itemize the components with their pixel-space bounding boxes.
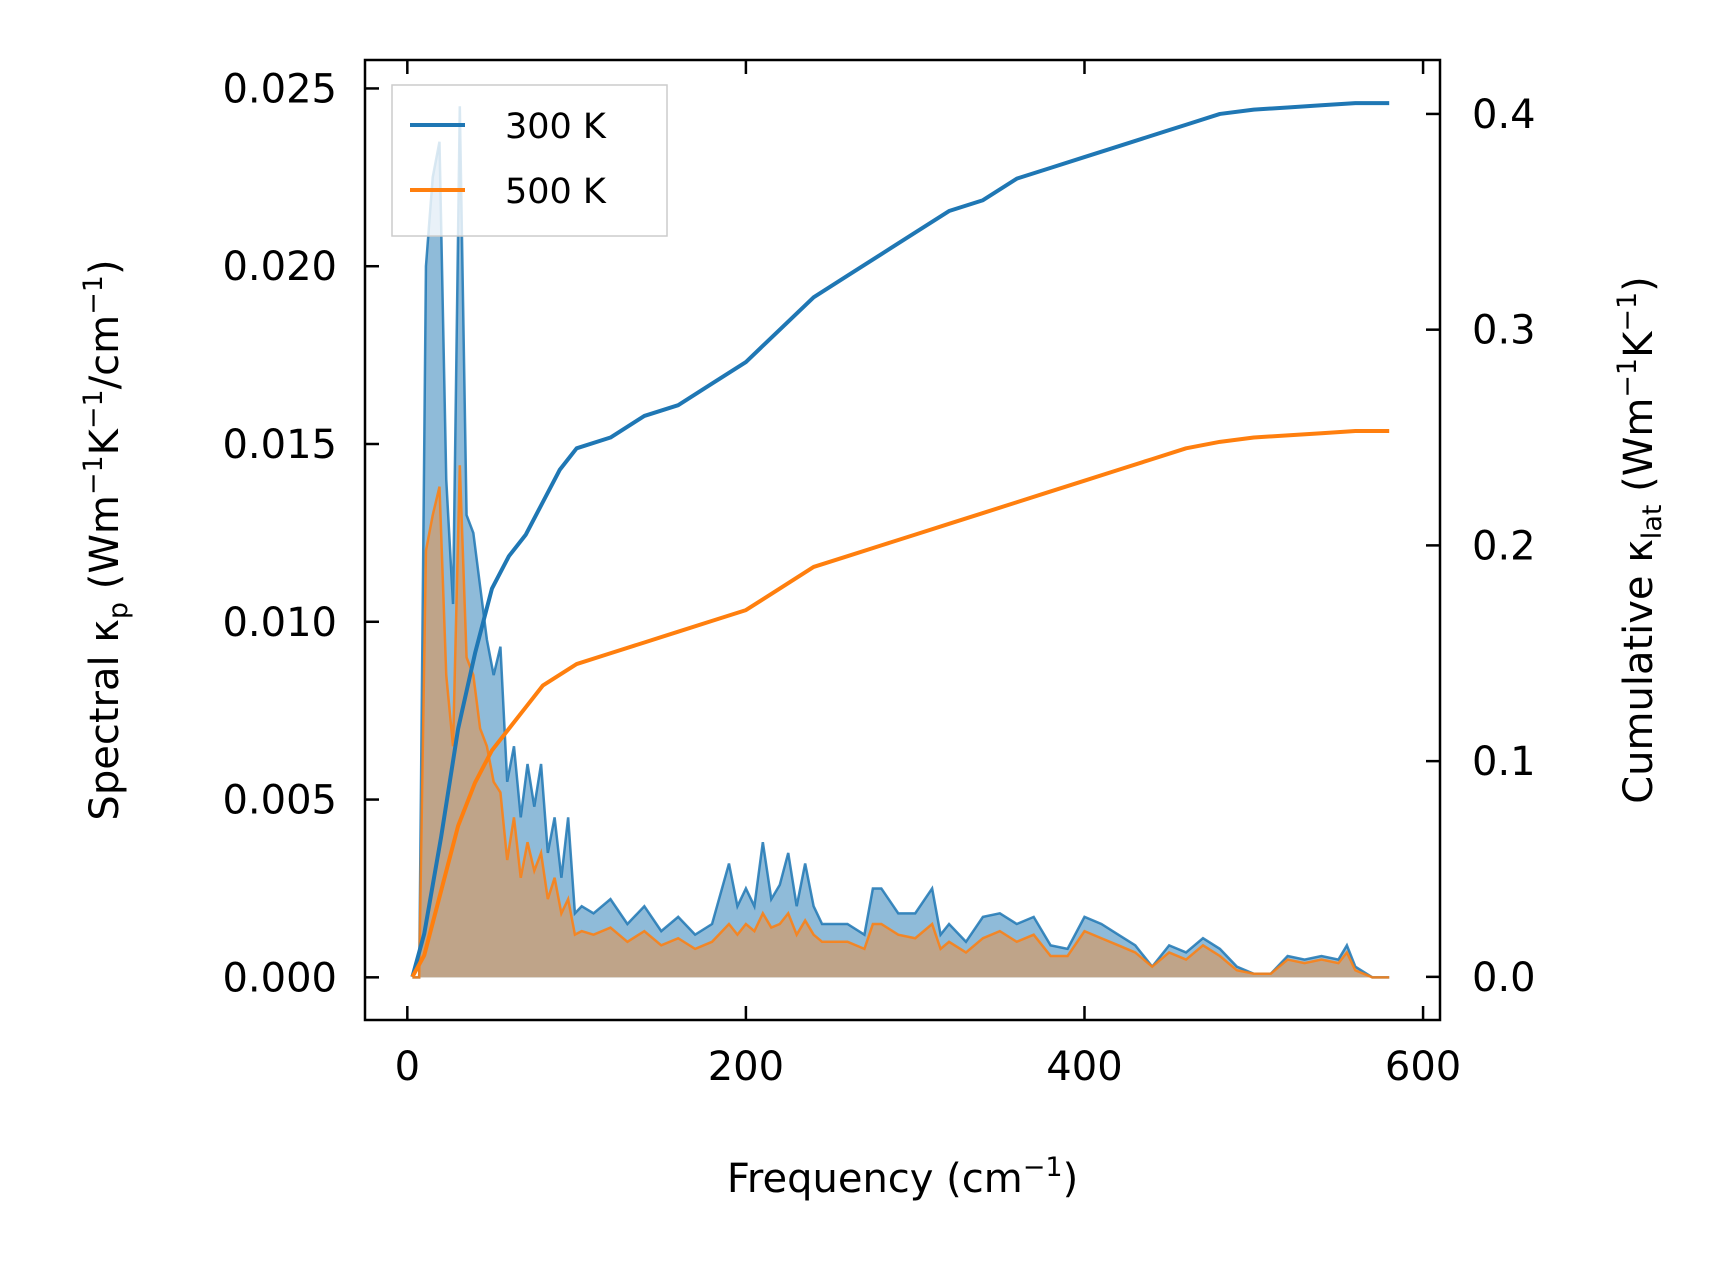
- series-lines: [410, 101, 1390, 978]
- y-tick-label-left: 0.005: [222, 778, 337, 824]
- y-tick-label-left: 0.000: [222, 955, 337, 1001]
- legend-box: [391, 84, 668, 237]
- y-axis-right-title: Cumulative κlat (Wm−1K−1): [1612, 276, 1668, 804]
- y-tick-label-left: 0.020: [222, 244, 337, 290]
- x-tick-label: 600: [1385, 1044, 1461, 1090]
- x-tick-label: 200: [708, 1044, 784, 1090]
- cumulative-line-500k: [410, 429, 1390, 978]
- y-tick-label-right: 0.4: [1472, 92, 1536, 138]
- x-tick-label: 400: [1046, 1044, 1122, 1090]
- spectral-line-500k: [412, 465, 1390, 979]
- y-tick-label-right: 0.3: [1472, 308, 1536, 354]
- axis-ticks: 0 200 400 600 0.000 0.005 0.010 0.015 0.020 0.025…: [222, 60, 1536, 1090]
- cumulative-line-300k: [410, 101, 1390, 978]
- plot-frame: [363, 58, 1442, 1022]
- y-tick-label-right: 0.0: [1472, 955, 1536, 1001]
- y-tick-label-left: 0.015: [222, 422, 337, 468]
- y-tick-label-left: 0.025: [222, 66, 337, 112]
- legend: 300 K 500 K: [391, 84, 668, 237]
- legend-label-500k: 500 K: [505, 172, 607, 212]
- spectral-fill-500k: [412, 465, 1390, 978]
- y-tick-label-right: 0.2: [1472, 523, 1536, 569]
- x-axis-title: Frequency (cm−1): [727, 1152, 1078, 1202]
- y-tick-label-left: 0.010: [222, 600, 337, 646]
- legend-label-300k: 300 K: [505, 107, 607, 147]
- y-axis-left-title: Spectral κp (Wm−1K−1/cm−1): [78, 259, 134, 820]
- x-tick-label: 0: [395, 1044, 420, 1090]
- y-tick-label-right: 0.1: [1472, 739, 1536, 785]
